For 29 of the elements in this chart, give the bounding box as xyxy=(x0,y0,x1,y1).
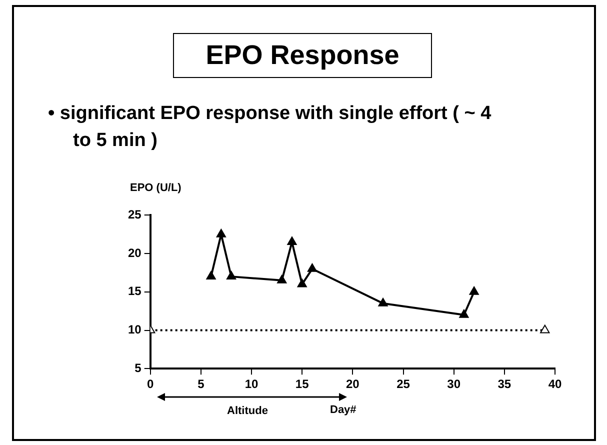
x-tick-label: 20 xyxy=(346,377,360,392)
point xyxy=(469,286,479,295)
x-tick-label: 10 xyxy=(244,377,259,392)
point xyxy=(459,309,469,318)
x-tick-label: 35 xyxy=(498,377,512,392)
x-tick-label: 25 xyxy=(396,377,410,392)
point xyxy=(297,278,307,288)
point xyxy=(277,274,287,284)
x-tick-label: 15 xyxy=(295,377,310,392)
chart-title: EPO Response xyxy=(173,33,432,78)
y-tick-label: 10 xyxy=(128,322,142,337)
point xyxy=(226,271,236,280)
text: Altitude xyxy=(227,405,268,417)
point xyxy=(378,298,388,306)
x-tick-label: 5 xyxy=(198,377,205,392)
y-tick-label: 25 xyxy=(128,208,142,222)
x-tick-label: 0 xyxy=(147,377,154,392)
x-tick-label: 40 xyxy=(548,377,562,392)
x-axis-title: Day# xyxy=(330,404,356,416)
y-tick-label: 20 xyxy=(128,246,142,260)
y-tick-label: 15 xyxy=(128,284,142,298)
y-tick-label: 5 xyxy=(134,360,142,375)
point xyxy=(216,228,226,238)
x-tick-label: 30 xyxy=(447,377,461,392)
point xyxy=(206,271,216,280)
chart-subtitle: • significant EPO response with single effort ( ~ 4 to 5 min ) xyxy=(48,102,492,153)
y-axis-title: EPO (U/L) xyxy=(130,182,182,194)
point xyxy=(307,263,318,272)
point xyxy=(287,236,297,246)
